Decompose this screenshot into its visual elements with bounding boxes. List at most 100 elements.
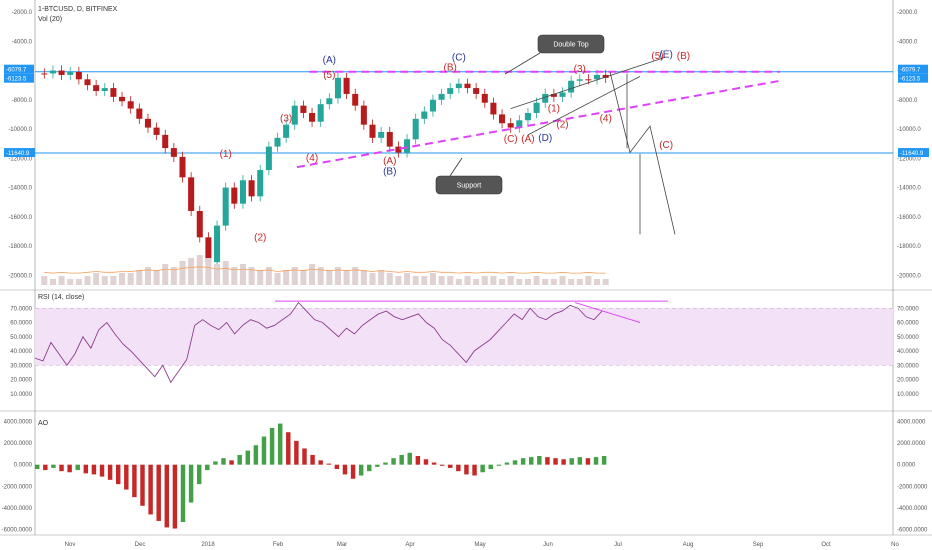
candle-body <box>602 74 609 78</box>
volume-bar <box>421 276 428 285</box>
volume-bar <box>404 273 411 285</box>
ao-bar <box>423 459 429 465</box>
support-tag-left-text: -11640.9 <box>6 151 30 157</box>
ao-bar <box>59 464 64 472</box>
price-tick-left: -18000.0 <box>8 244 32 250</box>
volume-bar <box>429 273 436 285</box>
price-tick-left: -16000.0 <box>8 215 32 221</box>
candle-body <box>188 177 195 211</box>
candle-body <box>404 139 411 153</box>
ao-bar <box>375 464 380 467</box>
candle-body <box>196 210 203 238</box>
wave-label: (A) <box>383 156 396 167</box>
price-tick-right: -14000.0 <box>897 186 921 192</box>
price-tick-right: -20000.0 <box>897 273 921 279</box>
candle-body <box>585 79 592 81</box>
volume-bar <box>170 267 177 285</box>
rsi-trend-line <box>574 302 641 323</box>
ao-bar <box>439 464 445 466</box>
volume-bar <box>265 267 272 285</box>
rsi-tick-left: 60.0000 <box>10 321 32 327</box>
ao-bar <box>91 464 97 475</box>
x-tick-label: Sep <box>753 542 764 548</box>
candle-body <box>248 180 255 197</box>
rsi-tick-left: 20.0000 <box>10 378 32 384</box>
volume-bar <box>499 279 506 285</box>
ao-bar <box>310 454 315 465</box>
ao-bar <box>148 464 153 515</box>
volume-bar <box>386 273 393 285</box>
rsi-tick-right: 60.0000 <box>897 321 919 327</box>
candle-body <box>179 156 186 178</box>
ao-bar <box>577 457 583 465</box>
ao-bar <box>504 462 510 465</box>
candle-body <box>481 93 488 103</box>
wave-label: (E) <box>659 49 672 60</box>
rsi-band <box>35 308 893 366</box>
candle-body <box>84 79 91 86</box>
candle-body <box>507 123 514 128</box>
candle-body <box>309 112 316 122</box>
volume-bar <box>205 258 212 285</box>
x-tick-label: Feb <box>273 542 284 548</box>
ao-bar <box>448 464 453 468</box>
volume-bar <box>438 276 445 285</box>
resistance-b-tag-right-box <box>898 73 928 83</box>
candle-body <box>274 137 281 147</box>
ao-bar <box>601 456 607 465</box>
price-tick-left: -2000.0 <box>12 10 33 16</box>
ao-tick-right: 0.0000 <box>897 463 916 469</box>
price-tick-left: -20000.0 <box>8 273 32 279</box>
x-tick-label: Apr <box>405 542 414 548</box>
ao-bar <box>156 464 161 521</box>
candle-body <box>162 134 169 149</box>
price-tick-right: -12000.0 <box>897 156 921 162</box>
support-callout-box <box>435 175 503 195</box>
ao-bar <box>132 464 137 498</box>
candle-body <box>386 131 393 147</box>
ao-bar <box>196 464 202 485</box>
volume-bar <box>369 273 376 285</box>
price-tick-right: -4000.0 <box>897 39 918 45</box>
wave-label: (2) <box>556 120 568 131</box>
volume-bar <box>136 270 143 285</box>
ao-bar <box>261 436 267 465</box>
x-tick-label: Dec <box>135 542 146 548</box>
volume-bar <box>326 270 333 285</box>
rsi-tick-right: 20.0000 <box>897 378 919 384</box>
candle-body <box>490 102 497 115</box>
volume-bar <box>447 276 454 285</box>
ao-bar <box>367 464 372 472</box>
double-top-callout-text: Double Top <box>553 42 588 49</box>
ao-tick-right: -4000.0000 <box>897 506 928 512</box>
wave-label: (5) <box>651 51 663 62</box>
support-callout-pointer <box>449 157 463 177</box>
ao-bar <box>456 464 461 472</box>
wave-label: (2) <box>254 232 266 243</box>
price-tick-right: -18000.0 <box>897 244 921 250</box>
ao-tick-left: 0.0000 <box>14 463 33 469</box>
x-tick-label: Aug <box>683 542 694 548</box>
volume-bar <box>196 255 203 285</box>
volume-bar <box>49 279 56 285</box>
candle-body <box>542 93 549 103</box>
ao-bar <box>545 457 550 465</box>
ao-bar <box>358 464 364 476</box>
candle-body <box>136 108 143 119</box>
candle-body <box>119 96 126 102</box>
volume-bar <box>291 267 298 285</box>
volume-bar <box>317 267 324 285</box>
ao-bar <box>350 464 356 479</box>
candle-body <box>49 70 56 74</box>
rsi-label: RSI (14, close) <box>38 294 84 301</box>
candle-body <box>265 146 272 171</box>
ao-bar <box>107 464 113 480</box>
ao-bar <box>399 454 404 465</box>
candle-body <box>291 105 298 125</box>
volume-bar <box>455 279 462 285</box>
candle-body <box>343 77 350 94</box>
wave-label: (B) <box>444 63 457 74</box>
volume-bar <box>119 273 126 285</box>
rsi-tick-right: 30.0000 <box>897 363 919 369</box>
